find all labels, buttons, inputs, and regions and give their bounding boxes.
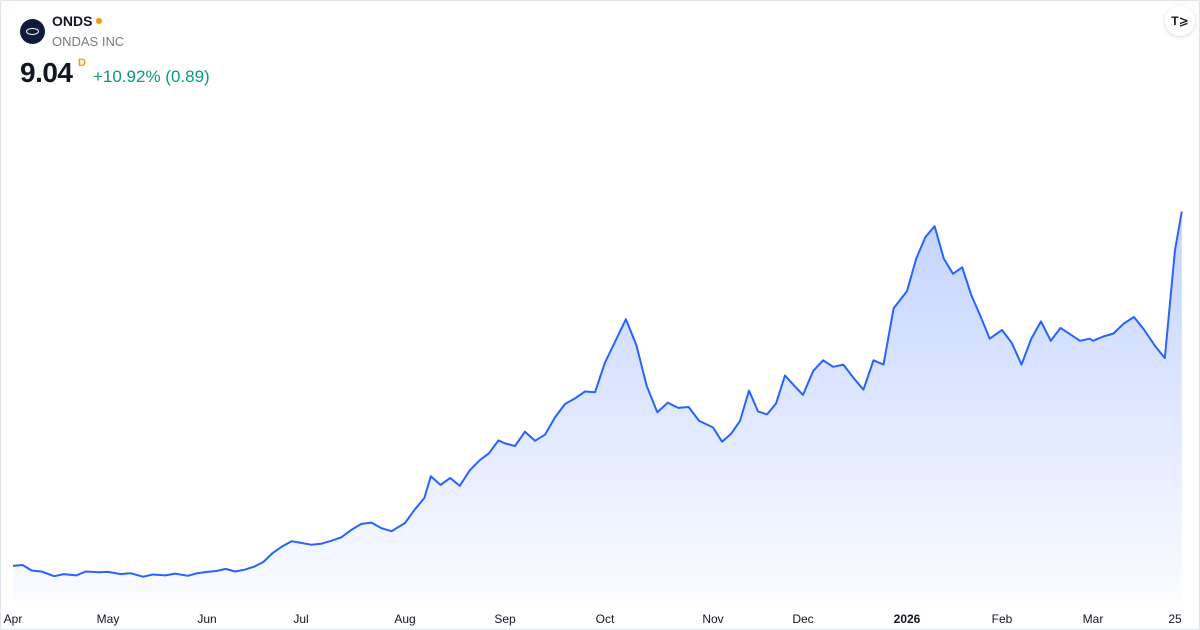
price-line bbox=[12, 211, 1183, 578]
x-tick-label: Oct bbox=[596, 612, 615, 626]
x-tick-label: Sep bbox=[494, 612, 516, 626]
x-tick-label: Nov bbox=[702, 612, 723, 626]
x-tick-label: 2026 bbox=[894, 612, 921, 626]
price-change: +10.92% (0.89) bbox=[93, 67, 210, 86]
price-area-fill bbox=[13, 211, 1182, 601]
market-status-icon bbox=[96, 18, 103, 24]
x-tick-label: Aug bbox=[394, 612, 415, 626]
company-name: ONDAS INC bbox=[52, 34, 125, 49]
x-tick-label: Jun bbox=[197, 612, 216, 626]
x-tick-label: May bbox=[97, 612, 120, 626]
x-axis: Apr May Jun Jul Aug Sep Oct Nov Dec 2026 Feb Mar 25 bbox=[4, 612, 1182, 626]
last-price: 9.04 bbox=[20, 57, 73, 88]
tradingview-logo-icon[interactable]: T⩾ bbox=[1165, 6, 1195, 36]
x-tick-label: Apr bbox=[4, 612, 23, 626]
symbol-ticker[interactable]: ONDS bbox=[52, 13, 93, 29]
price-row: 9.04 D +10.92% (0.89) bbox=[20, 57, 210, 89]
interval-badge: D bbox=[78, 57, 86, 69]
x-tick-label: Mar bbox=[1083, 612, 1104, 626]
x-tick-label: Jul bbox=[293, 612, 308, 626]
x-tick-label: Feb bbox=[992, 612, 1013, 626]
x-tick-label: 25 bbox=[1168, 612, 1182, 626]
ondas-logo-icon bbox=[20, 19, 45, 44]
x-tick-label: Dec bbox=[792, 612, 813, 626]
symbol-row: ONDS bbox=[52, 13, 103, 31]
